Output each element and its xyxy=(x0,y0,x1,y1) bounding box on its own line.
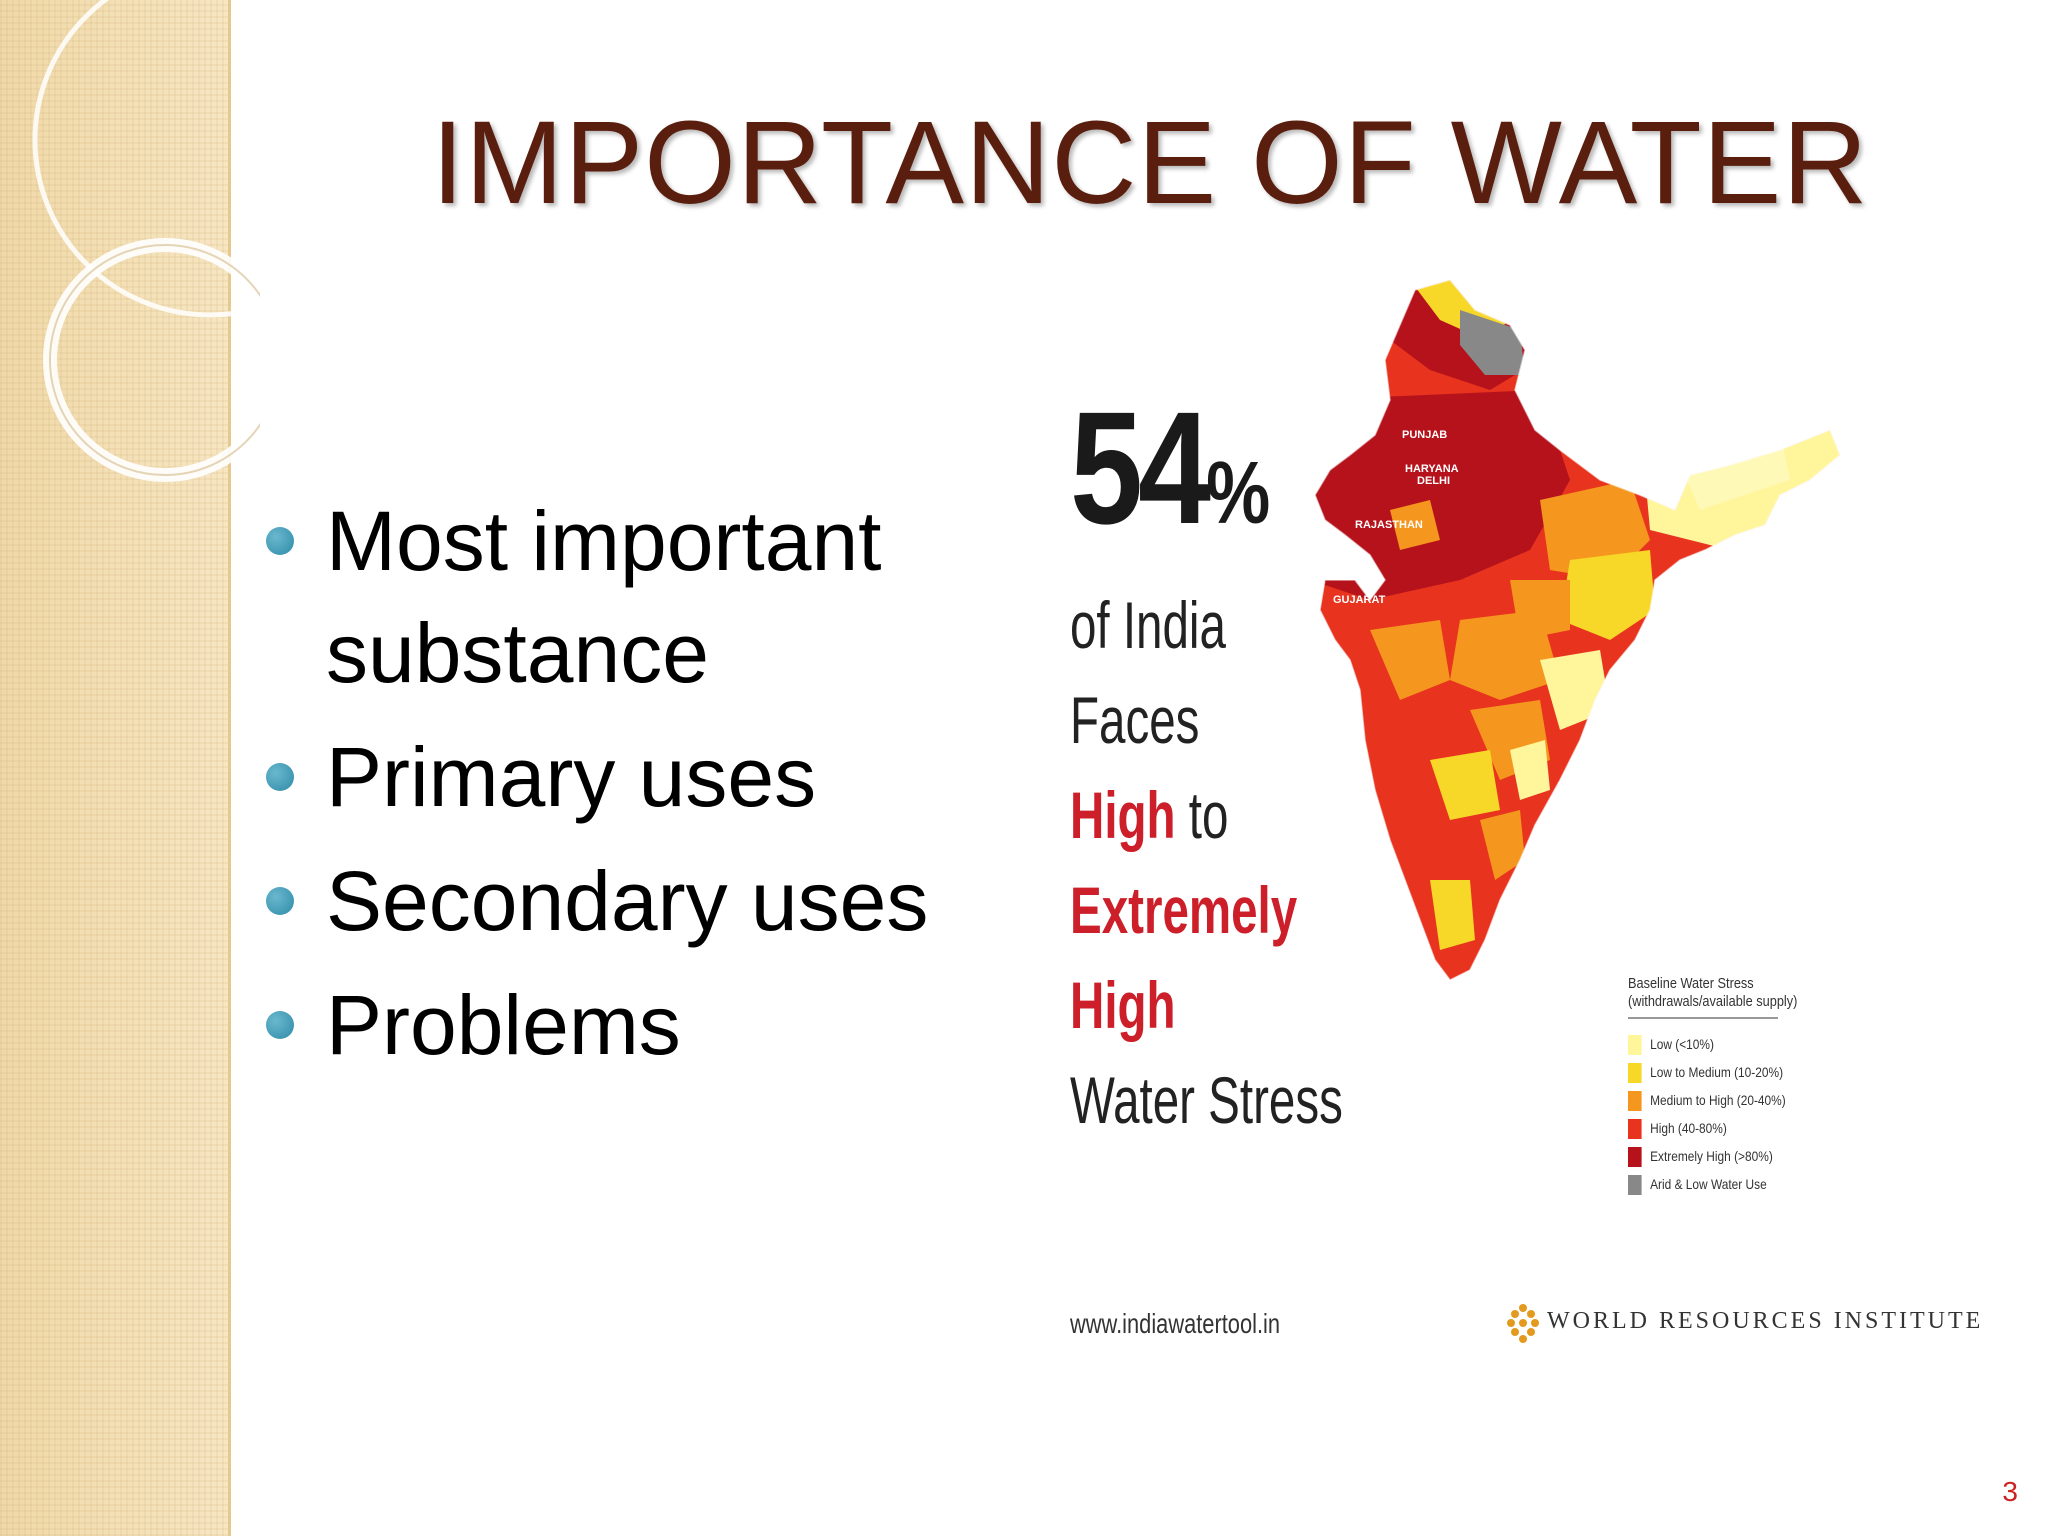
bullet-item: Most important substance xyxy=(262,485,1022,709)
page-number: 3 xyxy=(2002,1476,2018,1507)
legend-subtitle: (withdrawals/available supply) xyxy=(1628,993,1798,1010)
source-website: www.indiawatertool.in xyxy=(1070,1308,1281,1339)
legend-swatch xyxy=(1628,1175,1642,1195)
decorative-circles xyxy=(32,0,260,482)
legend-swatch xyxy=(1628,1035,1642,1055)
india-water-stress-map: PUNJAB HARYANA DELHI RAJASTHAN GUJARAT xyxy=(1314,280,1841,981)
legend-item: Arid & Low Water Use xyxy=(1628,1173,1798,1201)
map-label-punjab: PUNJAB xyxy=(1402,429,1447,441)
stat-number: 54 xyxy=(1070,378,1211,557)
legend-title: Baseline Water Stress xyxy=(1628,975,1754,992)
legend-label: Low to Medium (10-20%) xyxy=(1650,1064,1784,1080)
legend-item: Extremely High (>80%) xyxy=(1628,1145,1798,1173)
bullet-text: Primary uses xyxy=(326,730,817,824)
bullet-dot-icon xyxy=(266,887,294,915)
map-label-rajasthan: RAJASTHAN xyxy=(1355,519,1423,531)
bullet-item: Problems xyxy=(262,969,1022,1081)
legend-label: Low (<10%) xyxy=(1650,1036,1714,1052)
info-word-to: to xyxy=(1175,778,1229,852)
bullet-list: Most important substance Primary uses Se… xyxy=(262,485,1022,1081)
legend-label: High (40-80%) xyxy=(1650,1120,1727,1136)
bullet-dot-icon xyxy=(266,1011,294,1039)
legend-divider xyxy=(1628,1017,1778,1019)
bullet-dot-icon xyxy=(266,763,294,791)
bullet-dot-icon xyxy=(266,527,294,555)
info-line-of-india: of India xyxy=(1070,588,1226,662)
bullet-text: Secondary uses xyxy=(326,854,929,948)
legend-item: Low to Medium (10-20%) xyxy=(1628,1061,1798,1089)
info-line-extremely: Extremely xyxy=(1070,873,1298,947)
legend-label: Medium to High (20-40%) xyxy=(1650,1092,1786,1108)
bullet-item: Primary uses xyxy=(262,721,1022,833)
info-line-water-stress: Water Stress xyxy=(1070,1063,1343,1137)
map-label-haryana: HARYANA xyxy=(1405,463,1459,475)
map-label-gujarat: GUJARAT xyxy=(1333,594,1386,606)
legend-swatch xyxy=(1628,1091,1642,1111)
legend-item: Medium to High (20-40%) xyxy=(1628,1089,1798,1117)
wri-emblem-icon xyxy=(1507,1304,1539,1343)
map-label-delhi: DELHI xyxy=(1417,475,1450,487)
stat-percent: 54% xyxy=(1070,388,1270,573)
slide-title: IMPORTANCE OF WATER xyxy=(431,97,1869,229)
legend-item: Low (<10%) xyxy=(1628,1033,1798,1061)
info-line-high-to: High to xyxy=(1070,780,1228,850)
wri-logo: WORLD RESOURCES INSTITUTE xyxy=(1505,1302,1980,1346)
info-line-high: High xyxy=(1070,968,1176,1042)
water-stress-infographic: PUNJAB HARYANA DELHI RAJASTHAN GUJARAT 5… xyxy=(1040,280,1980,1380)
legend-label: Arid & Low Water Use xyxy=(1650,1176,1767,1192)
wri-name: WORLD RESOURCES INSTITUTE xyxy=(1547,1308,1984,1334)
legend-label: Extremely High (>80%) xyxy=(1650,1148,1773,1164)
legend-item: High (40-80%) xyxy=(1628,1117,1798,1145)
legend-swatch xyxy=(1628,1063,1642,1083)
info-line-faces: Faces xyxy=(1070,683,1200,757)
legend-swatch xyxy=(1628,1147,1642,1167)
bullet-item: Secondary uses xyxy=(262,845,1022,957)
bullet-text: Most important xyxy=(326,494,882,588)
bullet-text-continued: substance xyxy=(326,606,709,700)
info-word-high: High xyxy=(1070,778,1176,852)
stat-percent-sign: % xyxy=(1206,443,1271,542)
map-legend: Baseline Water Stress (withdrawals/avail… xyxy=(1628,975,1828,1201)
legend-swatch xyxy=(1628,1119,1642,1139)
bullet-text: Problems xyxy=(326,978,681,1072)
